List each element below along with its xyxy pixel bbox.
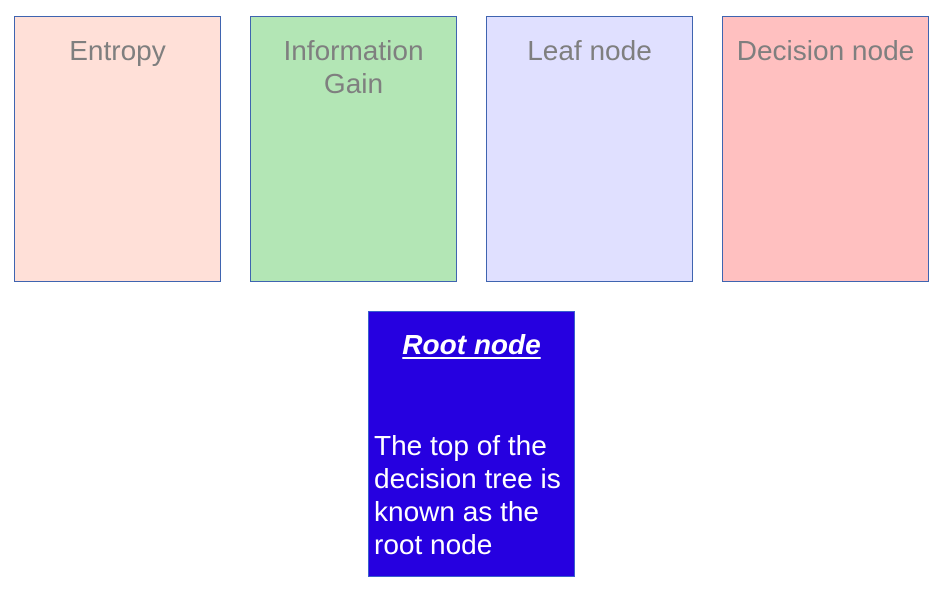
root-node-card-title: Root node: [402, 329, 541, 360]
information-gain-card-title: Information Gain: [283, 35, 424, 99]
root-node-card-description: The top of the decision tree is known as…: [374, 430, 561, 560]
decision-node-card[interactable]: Decision node: [722, 16, 929, 282]
root-node-card[interactable]: Root node The top of the decision tree i…: [368, 311, 575, 577]
leaf-node-card[interactable]: Leaf node: [486, 16, 693, 282]
decision-node-card-title: Decision node: [736, 35, 915, 66]
information-gain-card[interactable]: Information Gain: [250, 16, 457, 282]
entropy-card[interactable]: Entropy: [14, 16, 221, 282]
entropy-card-title: Entropy: [69, 35, 166, 66]
leaf-node-card-title: Leaf node: [527, 35, 652, 66]
